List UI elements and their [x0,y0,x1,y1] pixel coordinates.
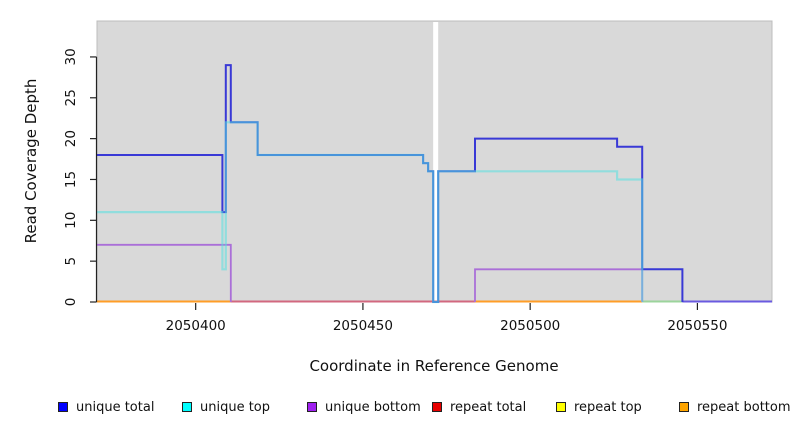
legend-item-repeat-total: repeat total [432,398,526,416]
x-tick-label: 2050500 [500,318,560,334]
y-tick-label: 25 [63,89,79,106]
legend-swatch [307,402,317,412]
x-axis-label: Coordinate in Reference Genome [309,357,559,375]
y-tick-label: 5 [63,257,79,266]
y-tick-label: 30 [63,48,79,65]
y-tick-label: 10 [63,212,79,229]
legend-swatch [182,402,192,412]
legend-item-repeat-bottom: repeat bottom [679,398,791,416]
legend-swatch [432,402,442,412]
x-tick-label: 2050400 [166,318,226,334]
x-tick-label: 2050450 [333,318,393,334]
legend-item-unique-top: unique top [182,398,270,416]
series-line-unique-top [97,121,644,304]
legend-label: unique top [200,399,271,415]
legend-item-unique-total: unique total [58,398,154,416]
legend-label: unique bottom [325,399,421,415]
legend-label: repeat bottom [697,399,791,415]
y-tick-label: 20 [63,130,79,147]
chart-legend: unique total unique top unique bottom repea… [0,398,792,420]
legend-swatch [556,402,566,412]
legend-item-repeat-top: repeat top [556,398,642,416]
y-tick-label: 0 [63,298,79,307]
coverage-chart: 0 5 10 15 20 25 30 2050400 2050450 2050500 2050550 [63,20,773,334]
y-axis-label: Read Coverage Depth [22,78,40,244]
coverage-gap-stripe [433,22,439,302]
legend-label: repeat total [450,399,527,415]
legend-item-unique-bottom: unique bottom [307,398,421,416]
legend-swatch [679,402,689,412]
y-tick-label: 15 [63,171,79,188]
legend-label: unique total [76,399,155,415]
legend-swatch [58,402,68,412]
x-tick-label: 2050550 [667,318,727,334]
legend-label: repeat top [574,399,642,415]
